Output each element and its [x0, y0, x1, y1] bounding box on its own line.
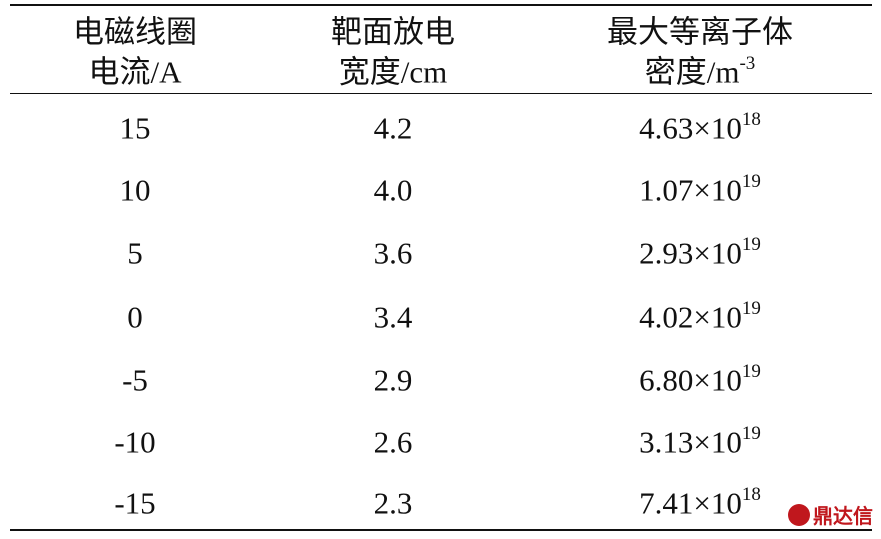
cell-text: 2.9 [373, 362, 413, 398]
cell-mantissa: 3.13×10 [639, 424, 742, 460]
table-cell: 2.6 [374, 427, 413, 458]
cell-text: 0 [127, 299, 143, 335]
table-cell: 4.63×1018 [639, 110, 761, 146]
cell-mantissa: 4.02×10 [639, 299, 742, 335]
header-cell: 靶面放电 [331, 17, 455, 48]
cell-exponent: 18 [741, 109, 761, 131]
bottom-rule [10, 529, 872, 531]
header-text: 宽度/cm [338, 54, 448, 90]
cell-exponent: 19 [741, 298, 761, 320]
header-cell: 密度/m-3 [644, 54, 756, 90]
cell-mantissa: 1.07×10 [639, 172, 742, 208]
mid-rule [10, 93, 872, 94]
table-cell: 4.0 [374, 175, 413, 206]
cell-mantissa: 4.63×10 [639, 110, 742, 146]
table-cell: 2.9 [374, 365, 413, 396]
cell-exponent: 19 [741, 234, 761, 256]
table-cell: 3.13×1019 [639, 424, 761, 460]
watermark-text: 鼎达信 [813, 504, 873, 528]
cell-mantissa: 7.41×10 [639, 485, 742, 521]
cell-text: -15 [114, 485, 156, 521]
header-cell: 电流/A [89, 57, 182, 88]
cell-text: -5 [122, 362, 148, 398]
cell-text: 4.2 [373, 110, 413, 146]
cell-exponent: 18 [741, 484, 761, 506]
header-cell: 最大等离子体 [607, 17, 793, 48]
cell-text: 2.3 [373, 485, 413, 521]
cell-mantissa: 2.93×10 [639, 235, 742, 271]
table-cell: -5 [122, 365, 148, 396]
cell-text: 10 [119, 172, 151, 208]
cell-text: 4.0 [373, 172, 413, 208]
header-text: 电磁线圈 [73, 14, 197, 50]
cell-text: -10 [114, 424, 156, 460]
cell-text: 3.6 [373, 235, 413, 271]
top-rule [10, 4, 872, 6]
header-cell: 宽度/cm [339, 57, 448, 88]
header-superscript: -3 [739, 53, 756, 75]
table-cell: 0 [127, 302, 143, 333]
watermark: 鼎达信 [788, 500, 873, 529]
cell-text: 5 [127, 235, 143, 271]
table-cell: 1.07×1019 [639, 172, 761, 208]
header-cell: 电磁线圈 [73, 17, 197, 48]
header-text: 靶面放电 [331, 14, 455, 50]
header-text: 最大等离子体 [607, 14, 793, 50]
table-cell: 2.93×1019 [639, 235, 761, 271]
table-cell: 15 [120, 113, 151, 144]
table-cell: -15 [114, 488, 155, 519]
cell-exponent: 19 [741, 171, 761, 193]
cell-exponent: 19 [741, 423, 761, 445]
cell-text: 2.6 [373, 424, 413, 460]
table-cell: 3.6 [374, 238, 413, 269]
table-cell: -10 [114, 427, 155, 458]
table-cell: 6.80×1019 [639, 362, 761, 398]
cell-exponent: 19 [741, 361, 761, 383]
table-cell: 2.3 [374, 488, 413, 519]
header-text: 密度/m [644, 54, 740, 90]
header-text: 电流/A [88, 54, 182, 90]
watermark-logo [788, 503, 810, 526]
table-cell: 10 [120, 175, 151, 206]
table-cell: 5 [127, 238, 143, 269]
table-cell: 3.4 [374, 302, 413, 333]
cell-text: 15 [119, 110, 151, 146]
table-cell: 4.2 [374, 113, 413, 144]
cell-text: 3.4 [373, 299, 413, 335]
table-cell: 7.41×1018 [639, 485, 761, 521]
cell-mantissa: 6.80×10 [639, 362, 742, 398]
table-cell: 4.02×1019 [639, 299, 761, 335]
